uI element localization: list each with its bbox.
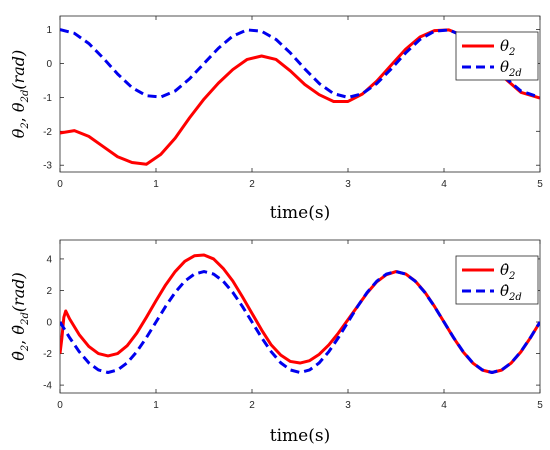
x-tick-label: 2	[249, 179, 255, 190]
y-tick-label: 1	[46, 25, 52, 36]
x-tick-label: 5	[537, 179, 543, 190]
x-tick-label: 0	[57, 400, 63, 411]
y-tick-label: 2	[46, 286, 52, 297]
y-tick-label: -3	[43, 161, 52, 172]
x-tick-label: 5	[537, 400, 543, 411]
x-tick-label: 3	[345, 179, 351, 190]
y-tick-label: -2	[43, 349, 52, 360]
x-tick-label: 0	[57, 179, 63, 190]
series-line-desired	[60, 270, 540, 374]
legend-entry-label: θ̇2	[500, 261, 515, 282]
x-tick-label: 2	[249, 400, 255, 411]
legend-entry-label: θ2d	[500, 58, 522, 79]
legend-box	[455, 31, 539, 81]
x-tick-label: 1	[153, 179, 159, 190]
y-tick-label: 4	[46, 254, 52, 265]
legend-entry-label: θ2	[500, 37, 515, 58]
legend-entry-label: θ̇2d	[500, 282, 522, 303]
y-tick-label: -1	[43, 93, 52, 104]
x-tick-label: 3	[345, 400, 351, 411]
legend-box	[455, 255, 539, 305]
x-tick-label: 1	[153, 400, 159, 411]
x-axis-label: time(s)	[270, 426, 330, 446]
y-tick-label: -4	[43, 381, 52, 392]
y-axis-label: θ̇2, θ̇2d(rad)	[9, 272, 31, 361]
x-tick-label: 4	[441, 179, 447, 190]
y-axis-label: θ2, θ2d(rad)	[9, 50, 31, 139]
x-tick-label: 4	[441, 400, 447, 411]
x-axis-label: time(s)	[270, 203, 330, 223]
bottom-plot: 0 1 2 3 4 5 -4 -2 0 2 4 time(s) θ̇2, θ̇2d(rad) θ̇2θ̇2…	[9, 239, 543, 446]
y-tick-label: 0	[46, 59, 52, 70]
y-tick-label: 0	[46, 318, 52, 329]
y-tick-label: -2	[43, 127, 52, 138]
legend: θ̇2θ̇2d	[455, 255, 539, 305]
